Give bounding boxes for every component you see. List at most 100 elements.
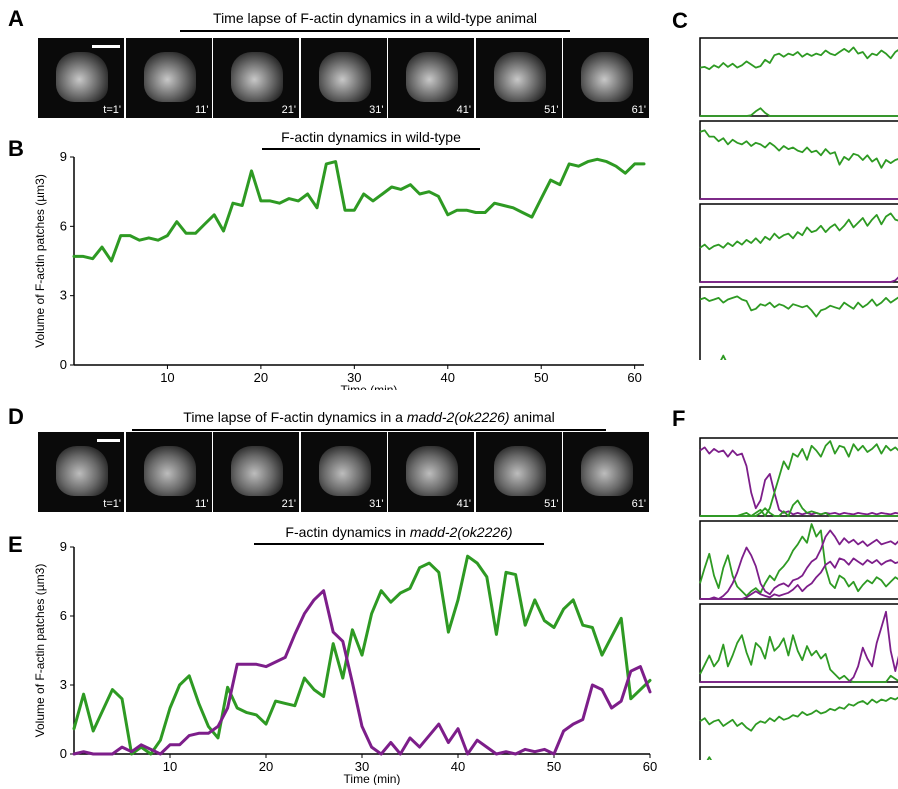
cell-signal	[231, 446, 283, 496]
y-tick-label: 0	[60, 746, 67, 761]
micrograph-frame: 31'	[300, 38, 387, 118]
panel-a-title-underline	[180, 30, 570, 32]
green-trace	[700, 499, 898, 517]
x-axis-label: Time (min)	[344, 772, 401, 785]
purple-trace	[699, 446, 898, 516]
panel-label-e: E	[8, 532, 23, 557]
x-tick-label: 40	[451, 759, 465, 774]
micrograph-frame: 51'	[475, 38, 562, 118]
micrograph-frame: 41'	[388, 432, 474, 512]
trace-box	[699, 437, 898, 517]
cell-signal	[231, 52, 283, 102]
green-trace	[699, 634, 898, 683]
trace-box	[699, 603, 898, 683]
micrograph-frame: 11'	[125, 432, 212, 512]
panel-label-f: F	[672, 406, 686, 431]
cell-signal	[581, 52, 633, 102]
purple-trace	[700, 276, 898, 283]
cell-signal	[493, 52, 546, 102]
green-trace	[699, 295, 898, 318]
micrograph-frame: 61'	[563, 432, 649, 512]
x-tick-label: 50	[534, 370, 548, 385]
purple-trace	[700, 557, 898, 600]
frame-time-label: 61'	[631, 498, 646, 510]
cell-signal	[143, 446, 196, 496]
frame-time-label: 11'	[194, 498, 209, 510]
panel-label-a: A	[8, 6, 24, 31]
trace-box	[699, 520, 898, 600]
purple-trace	[700, 610, 898, 683]
panel-label-d: D	[8, 404, 24, 429]
x-tick-label: 60	[643, 759, 657, 774]
scale-bar	[92, 45, 120, 48]
panel-d-title: Time lapse of F-actin dynamics in a madd…	[183, 409, 555, 425]
scale-bar	[97, 439, 120, 442]
frame-time-label: 51'	[544, 104, 559, 116]
x-tick-label: 10	[160, 370, 174, 385]
micrograph-frame: 11'	[125, 38, 212, 118]
y-tick-label: 3	[60, 677, 67, 692]
x-axis-label: Time (min)	[341, 383, 398, 390]
y-tick-label: 6	[60, 218, 67, 233]
panel-label-c: C	[672, 8, 688, 33]
green-trace	[699, 696, 898, 732]
frame-time-label: 21'	[281, 498, 296, 510]
frame-time-label: 31'	[369, 498, 384, 510]
green-trace	[699, 129, 898, 169]
micrograph-frame: 41'	[388, 38, 474, 118]
chart-e-madd2-volume: 0 3 6 9 10 20 30 40 50 60 Time (min) Volume of F-ac…	[33, 539, 657, 785]
panel-b-title-underline	[262, 148, 480, 150]
cell-signal	[56, 52, 108, 102]
micrograph-frame: 51'	[475, 432, 562, 512]
frame-time-label: 61'	[631, 104, 646, 116]
frame-time-label: 41'	[456, 498, 471, 510]
frame-time-label: 31'	[369, 104, 384, 116]
green-series-line	[72, 157, 646, 263]
panel-a-title: Time lapse of F-actin dynamics in a wild…	[213, 10, 537, 26]
purple-trace	[700, 529, 898, 600]
panel-c-traces	[699, 37, 898, 360]
cell-signal	[143, 52, 196, 102]
trace-box	[699, 203, 898, 283]
cell-signal	[318, 52, 371, 102]
cell-signal	[56, 446, 108, 496]
cell-signal	[406, 446, 458, 496]
y-axis-label: Volume of F-actin patches (µm3)	[33, 564, 47, 738]
trace-box	[699, 286, 898, 360]
green-trace	[699, 46, 898, 71]
trace-box	[699, 37, 898, 117]
green-trace	[720, 354, 727, 360]
frame-time-label: t=1'	[103, 498, 121, 510]
frame-time-label: 21'	[281, 104, 296, 116]
panel-f-traces	[699, 437, 898, 760]
green-trace	[700, 440, 898, 517]
panel-b-title: F-actin dynamics in wild-type	[281, 129, 461, 145]
x-tick-label: 50	[547, 759, 561, 774]
x-tick-label: 40	[441, 370, 455, 385]
micrograph-frame: 21'	[213, 432, 299, 512]
chart-b-wildtype-volume: 0 3 6 9 10 20 30 40 50 60 Time (min) Volume of F-ac…	[33, 149, 646, 390]
trace-box	[699, 120, 898, 200]
x-tick-label: 10	[163, 759, 177, 774]
y-axis-label: Volume of F-actin patches (µm3)	[33, 174, 47, 348]
green-trace	[699, 523, 898, 597]
y-tick-label: 6	[60, 608, 67, 623]
green-trace	[706, 756, 713, 760]
green-series-line	[72, 554, 652, 756]
y-tick-label: 9	[60, 539, 67, 554]
micrograph-frame: 61'	[563, 38, 649, 118]
micrograph-frame: 31'	[300, 432, 387, 512]
panel-e-title: F-actin dynamics in madd-2(ok2226)	[285, 524, 513, 540]
micrograph-frame: t=1'	[38, 38, 124, 118]
y-tick-label: 3	[60, 288, 67, 303]
cell-signal	[406, 52, 458, 102]
x-tick-label: 30	[355, 759, 369, 774]
green-trace	[699, 212, 898, 251]
panel-e-title-underline	[254, 543, 544, 545]
frame-time-label: 51'	[544, 498, 559, 510]
green-trace	[700, 107, 898, 117]
x-tick-label: 20	[254, 370, 268, 385]
frame-time-label: 41'	[456, 104, 471, 116]
purple-series-line	[72, 589, 652, 756]
cell-signal	[318, 446, 371, 496]
